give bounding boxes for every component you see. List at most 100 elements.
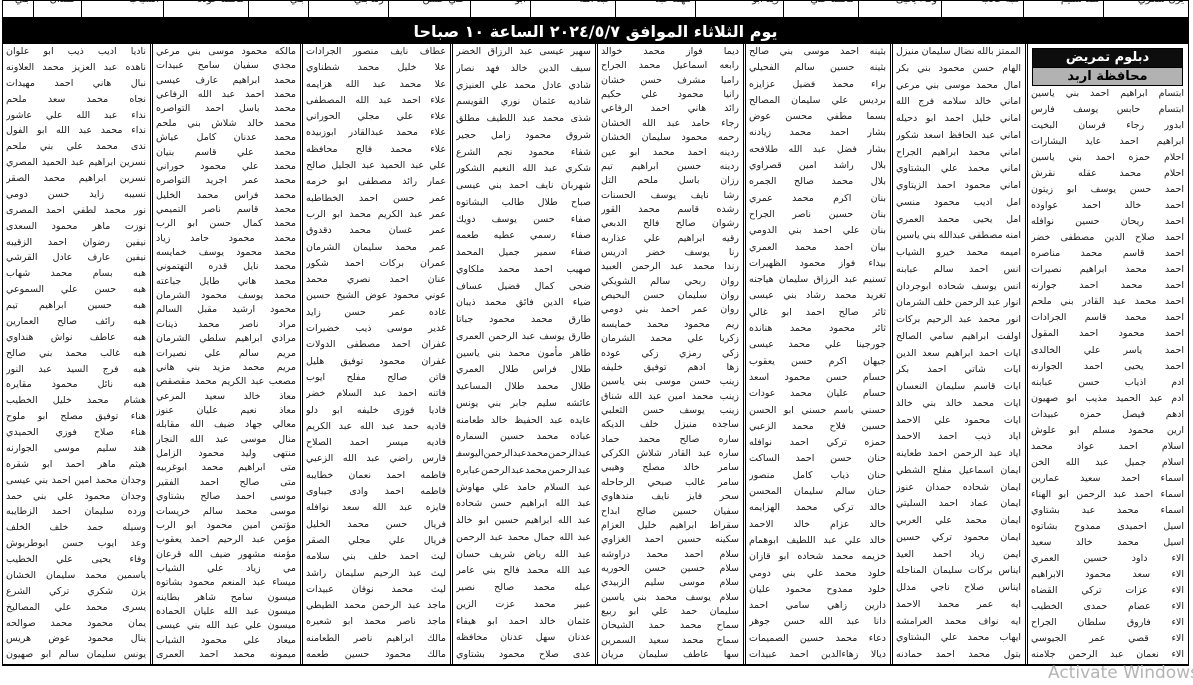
- name-row: ثائر صالح احمد ابو غالي: [749, 306, 886, 318]
- name-row: محمود ارشيد مقبل السالم: [156, 304, 296, 316]
- name-row: برديس علي سليمان المصالح: [749, 94, 886, 106]
- name-row: غفران محمود توفيق هليل: [306, 355, 446, 367]
- name-row: رحمه محمود سليمان الخشان: [601, 132, 739, 144]
- truncated-cell: عبد الله: [530, 1, 615, 17]
- diploma-title: دبلوم تمريض: [1033, 49, 1182, 67]
- truncated-cell: زيد ابو: [695, 1, 783, 17]
- name-row: فاطمه احمد وادى جيباوى: [306, 486, 446, 498]
- name-row: بيان احمد محمد العمري: [749, 241, 886, 253]
- name-row: سيف الدين خالد فهد نصار: [456, 62, 591, 74]
- name-row: وفاء يحيى علي الخطيب: [6, 554, 146, 565]
- name-row: حنان حسن احمد الساكت: [749, 453, 886, 465]
- name-row: بلال محمد صالح الجمره: [749, 176, 886, 188]
- name-row: علاء محمد فالح محافظه: [306, 143, 446, 155]
- name-row: هبه بسام محمد شهاب: [6, 268, 146, 280]
- name-row: سها عاطف سليمان مريان: [601, 649, 739, 660]
- name-row: بنان علي احمد بني الدومي: [749, 225, 886, 237]
- name-row: ايات احمد ابراهيم سعد الدين: [896, 347, 1021, 359]
- name-row: فاتنه احمد عبد السلام خضر: [306, 388, 446, 400]
- name-row: اياد عبد الرحمن احمد طعاينه: [896, 448, 1021, 459]
- name-row: نسيبه زايد حسن دومي: [6, 188, 146, 200]
- name-row: ردينه احمد محمد ابو عين: [601, 146, 739, 158]
- name-row: فريال حسن محمد الخليل: [306, 518, 446, 530]
- name-row: اماني عبد الحافظ اسعد شكور: [896, 129, 1021, 141]
- name-row: شهربان نايف احمد بني عيسى: [456, 180, 591, 191]
- name-row: ناديا اديب ذيب ابو علوان: [6, 47, 146, 57]
- name-row: متى ابراهيم محمد ابوغربيه: [156, 462, 296, 474]
- name-row: هبه غالب محمد بني صالح: [6, 347, 146, 359]
- name-row: هبه حسن علي السموعي: [6, 284, 146, 296]
- name-row: سامر غالب صبحي الرحاحله: [601, 476, 739, 488]
- name-row: الهام حسن محمود بني بكر: [896, 62, 1021, 74]
- name-row: ناهده عبد العزيز محمد العلاونه: [6, 61, 146, 73]
- name-row: احمد قاسم محمد مناصره: [1031, 248, 1184, 260]
- name-row: طارق محمد محمود جباتا: [456, 314, 591, 325]
- name-row: عبد الله ابراهيم حسين ابو خالد: [456, 515, 591, 526]
- name-row: شفاء محمود نجم الشرع: [456, 146, 591, 158]
- name-row: ايناس صلاح ناجي مدلل: [896, 582, 1021, 593]
- name-row: احمد محمد قاسم الجرادات: [1031, 312, 1184, 324]
- name-row: فارس راضي عبد الله الزعبي: [306, 453, 446, 465]
- name-row: ليث محمد نوفان عبيدات: [306, 583, 446, 595]
- name-row: عبدالرحمنمحمدعبدالرحمناليوسف: [456, 448, 591, 459]
- name-row: ميسون عبد الله عليان الحماده: [156, 606, 296, 618]
- names-table: دبلوم تمريض محافظة اربد ابتسام ابراهيم احم…: [3, 44, 1188, 664]
- name-row: ايه نواف محمد العرامشه: [896, 615, 1021, 627]
- name-row: ميمونه محمد احمد العمرى: [156, 649, 296, 660]
- name-row: صباح طلال طالب البشاتوه: [456, 196, 591, 208]
- name-row: محمد قاسم ناصر التميمي: [156, 203, 296, 215]
- name-row: مؤمن عبد الرحيم احمد يعقوب: [156, 534, 296, 546]
- name-row: فاتن صالح مفلح ايوب: [306, 371, 446, 383]
- name-row: عايده عبد الحفيظ خالد طعامنه: [456, 414, 591, 426]
- name-row: بنان حسين ناصر الجراح: [749, 208, 886, 220]
- name-row: خلود محمد علي بني دومي: [749, 567, 886, 579]
- name-row: سماح محمد حمد الشيحان: [601, 620, 739, 632]
- name-row: بسما مطفي محسن عوض: [749, 111, 886, 123]
- name-row: محمد كمال حسن ابو الرب: [156, 218, 296, 230]
- name-row: رشده قاسم محمد القور: [601, 203, 739, 215]
- name-row: طلال فراس طلال العمري: [456, 364, 591, 376]
- names-column-2: الممتز بالله نضال سليمان منيزل الهام حسن محمود ب…: [890, 44, 1025, 664]
- name-row: نوزت ماهر محمود السعدى: [6, 220, 146, 232]
- name-row: الاء سعد محمود الابراهيم: [1031, 568, 1184, 580]
- name-row: امل يحيى محمد العمري: [896, 213, 1021, 225]
- name-row: اسيل احميدى ممدوح بشاتوه: [1031, 520, 1184, 532]
- name-row: يسرى محمد علي المصاليخ: [6, 601, 146, 613]
- name-row: ميسون سامح شاهر بطاينه: [156, 591, 296, 603]
- name-row: مريم محمد مزيد بني هاني: [156, 361, 296, 373]
- name-row: ايات محمد خالد بني خالد: [896, 397, 1021, 409]
- names-list: مالكه محمود موسى بني مرعي مجدي سفيان سامح عبيدات…: [156, 47, 296, 660]
- name-row: متى صالح احمد الفقير: [156, 476, 296, 488]
- name-row: جيهان اكرم حسن يعقوب: [749, 355, 886, 367]
- name-row: دعاء محمد حسين الصميمات: [749, 632, 886, 644]
- name-row: انور محمد عبد الرحيم بركات: [896, 314, 1021, 325]
- name-row: احلام حمزه احمد بني ياسين: [1031, 152, 1184, 164]
- name-row: حنان سالم سليمان المحسن: [749, 486, 886, 498]
- name-row: علي عبد الحميد عبد الجليل صالح: [306, 160, 446, 172]
- name-row: عوني محمود عوض الشيخ حسين: [306, 290, 446, 302]
- name-row: طاهر مأمون محمد بني ياسين: [456, 347, 591, 359]
- name-row: زينب يوسف حسن الثعلبي: [601, 404, 739, 416]
- name-row: ابراهيم احمد عايد البشارات: [1031, 136, 1184, 148]
- name-row: صفاء سمير جميل المحمد: [456, 247, 591, 258]
- name-row: ايمن زياد احمد العيد: [896, 548, 1021, 560]
- name-row: عمر عبد الكريم محمد ابو الرب: [306, 208, 446, 220]
- names-list: الممتز بالله نضال سليمان منيزل الهام حسن محمود ب…: [896, 47, 1021, 660]
- name-row: معالي جهاد ضيف الله مقابله: [156, 419, 296, 431]
- name-row: ادهم فيصل حمزه عبيدات: [1031, 408, 1184, 420]
- name-row: رندا محمد عبد الرحمن العبيد: [601, 261, 739, 273]
- name-row: خالد عزام خالد الاحمد: [749, 518, 886, 530]
- name-row: اماني محمود احمد الزيتاوي: [896, 180, 1021, 191]
- name-row: عبد الرحمن محمد عبد الرحمن عبايره: [456, 464, 591, 476]
- name-row: ايمان اسماعيل مفلح الشطي: [896, 464, 1021, 476]
- name-row: محمد محمود حامد زياد: [156, 232, 296, 244]
- name-row: بثينه احمد موسى بني صالح: [749, 47, 886, 57]
- name-row: غاده عمر حسن زايد: [306, 306, 446, 318]
- name-row: ليث احمد خلف بني سلامه: [306, 551, 446, 563]
- name-row: زينب حسن موسى بني ياسين: [601, 376, 739, 388]
- name-row: الممتز بالله نضال سليمان منيزل: [896, 47, 1021, 57]
- name-row: احمد حسن يوسف ابو زيتون: [1031, 184, 1184, 196]
- name-row: مالك ابراهيم ناصر الطعامنه: [306, 632, 446, 644]
